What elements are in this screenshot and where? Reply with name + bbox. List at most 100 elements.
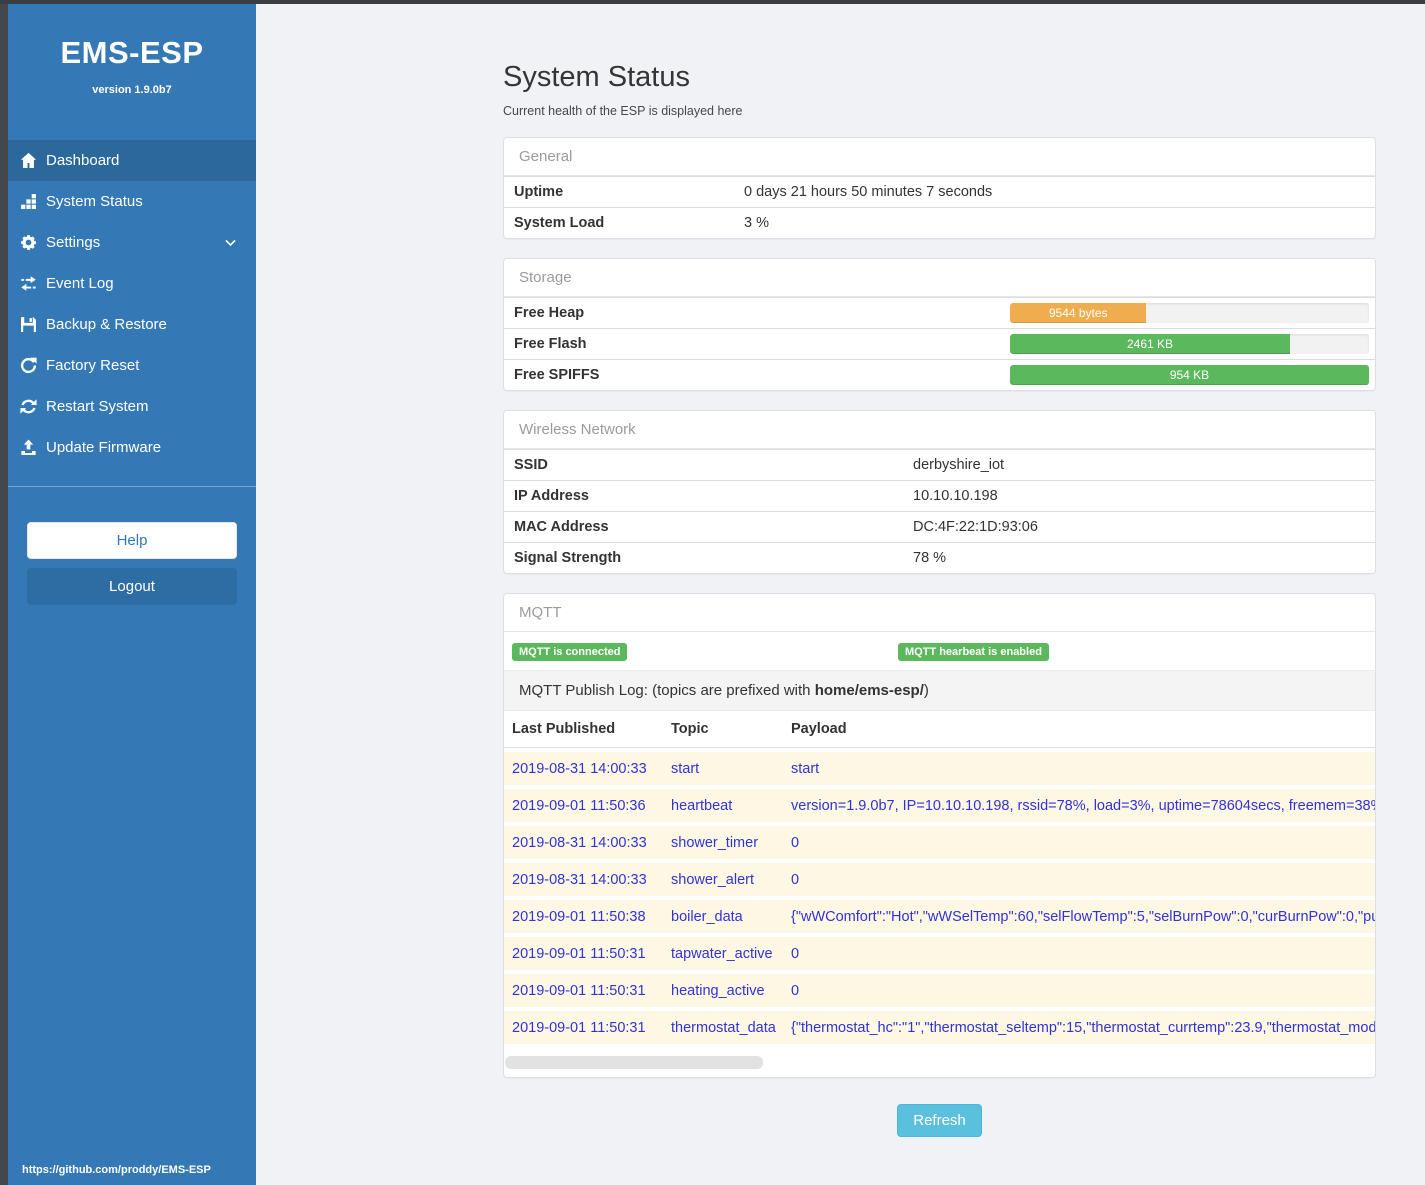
chevron-down-icon (225, 239, 236, 247)
log-date: 2019-08-31 14:00:33 (512, 834, 647, 851)
rotate-right-icon (18, 357, 38, 374)
log-date: 2019-09-01 11:50:38 (512, 908, 646, 925)
row-label: Uptime (514, 184, 564, 200)
sidebar-nav: Dashboard System Status Settings Event L… (8, 140, 256, 468)
row-label: Free SPIFFS (514, 367, 600, 383)
storage-row-free-spiffs: Free SPIFFS 954 KB (504, 359, 1375, 390)
app-title: EMS-ESP (60, 35, 204, 70)
log-table-header: Last Published Topic Payload (504, 711, 1375, 748)
sidebar-divider (8, 486, 256, 487)
general-row-system-load: System Load 3 % (504, 207, 1375, 238)
progressbar-fill: 9544 bytes (1010, 303, 1147, 323)
storage-panel: Storage Free Heap 9544 bytes Free Flash … (503, 258, 1376, 391)
save-icon (18, 316, 38, 333)
sync-icon (18, 398, 38, 415)
row-value: 10.10.10.198 (913, 488, 998, 504)
main-area: System Status Current health of the ESP … (256, 4, 1425, 1177)
row-label: IP Address (514, 488, 589, 504)
sidebar-item-label: System Status (46, 193, 143, 210)
row-label: Free Flash (514, 336, 587, 352)
page-title: System Status (503, 61, 690, 93)
sidebar-item-label: Dashboard (46, 152, 120, 169)
sidebar-item-event-log[interactable]: Event Log (8, 263, 256, 304)
wireless-row-mac-address: MAC Address DC:4F:22:1D:93:06 (504, 511, 1375, 542)
log-payload: version=1.9.0b7, IP=10.10.10.198, rssid=… (791, 797, 1375, 814)
log-row: 2019-08-31 14:00:33 shower_alert 0 (504, 863, 1375, 896)
sidebar-item-label: Settings (46, 234, 101, 251)
row-label: SSID (514, 457, 548, 473)
mqtt-connected-badge: MQTT is connected (512, 643, 628, 662)
log-payload: 0 (791, 834, 800, 851)
log-date: 2019-08-31 14:00:33 (512, 760, 647, 777)
home-icon (18, 152, 38, 169)
general-panel-heading: General (504, 138, 1375, 176)
window-left-edge (0, 0, 8, 1185)
log-payload: 0 (791, 982, 800, 999)
sidebar-item-settings[interactable]: Settings (8, 222, 256, 263)
sidebar: EMS-ESP version 1.9.0b7 Dashboard System… (8, 4, 256, 1185)
log-row: 2019-09-01 11:50:31 heating_active 0 (504, 974, 1375, 1007)
help-button[interactable]: Help (27, 522, 237, 559)
sidebar-item-label: Restart System (46, 398, 149, 415)
log-topic: thermostat_data (671, 1019, 776, 1036)
app-version: version 1.9.0b7 (92, 84, 172, 96)
sidebar-item-backup-restore[interactable]: Backup & Restore (8, 304, 256, 345)
gear-icon (18, 234, 38, 251)
progressbar-fill: 954 KB (1010, 365, 1369, 385)
log-topic: heartbeat (671, 797, 733, 814)
wireless-row-signal-strength: Signal Strength 78 % (504, 542, 1375, 573)
wireless-panel: Wireless Network SSID derbyshire_iot IP … (503, 410, 1376, 574)
log-row: 2019-09-01 11:50:38 boiler_data {"wWComf… (504, 900, 1375, 933)
log-payload: 0 (791, 871, 800, 888)
log-date: 2019-09-01 11:50:36 (512, 797, 646, 814)
log-row: 2019-09-01 11:50:31 tapwater_active 0 (504, 937, 1375, 970)
log-topic: start (671, 760, 700, 777)
log-date: 2019-09-01 11:50:31 (512, 982, 646, 999)
row-value: 0 days 21 hours 50 minutes 7 seconds (744, 184, 993, 200)
free-flash-progressbar: 2461 KB (1010, 334, 1369, 354)
sidebar-item-update-firmware[interactable]: Update Firmware (8, 427, 256, 468)
storage-row-free-heap: Free Heap 9544 bytes (504, 297, 1375, 328)
row-value: derbyshire_iot (913, 457, 1005, 473)
log-topic: heating_active (671, 982, 765, 999)
sidebar-item-factory-reset[interactable]: Factory Reset (8, 345, 256, 386)
general-row-uptime: Uptime 0 days 21 hours 50 minutes 7 seco… (504, 176, 1375, 207)
column-header-payload: Payload (791, 721, 847, 737)
general-panel: General Uptime 0 days 21 hours 50 minute… (503, 137, 1376, 239)
row-value: 78 % (913, 550, 947, 566)
row-label: MAC Address (514, 519, 609, 535)
caption-prefix: MQTT Publish Log: (topics are prefixed w… (519, 682, 815, 699)
sidebar-item-label: Factory Reset (46, 357, 140, 374)
logout-button[interactable]: Logout (27, 568, 237, 605)
log-payload: {"thermostat_hc":"1","thermostat_seltemp… (791, 1019, 1375, 1036)
log-date: 2019-08-31 14:00:33 (512, 871, 647, 888)
sidebar-item-label: Update Firmware (46, 439, 162, 456)
caption-suffix: ) (923, 682, 929, 699)
row-label: System Load (514, 215, 605, 231)
log-date: 2019-09-01 11:50:31 (512, 945, 646, 962)
exchange-icon (18, 275, 38, 292)
log-topic: shower_alert (671, 871, 755, 888)
log-row: 2019-09-01 11:50:31 thermostat_data {"th… (504, 1011, 1375, 1044)
storage-panel-heading: Storage (504, 259, 1375, 297)
free-heap-progressbar: 9544 bytes (1010, 303, 1369, 323)
sidebar-item-restart-system[interactable]: Restart System (8, 386, 256, 427)
row-value: 3 % (744, 215, 769, 231)
sidebar-item-dashboard[interactable]: Dashboard (8, 140, 256, 181)
sidebar-item-system-status[interactable]: System Status (8, 181, 256, 222)
log-row: 2019-08-31 14:00:33 shower_timer 0 (504, 826, 1375, 859)
log-row: 2019-08-31 14:00:33 start start (504, 752, 1375, 785)
refresh-button[interactable]: Refresh (897, 1104, 982, 1137)
github-link[interactable]: https://github.com/proddy/EMS-ESP (22, 1164, 211, 1176)
column-header-topic: Topic (671, 721, 709, 737)
log-topic: boiler_data (671, 908, 743, 925)
wireless-row-ssid: SSID derbyshire_iot (504, 449, 1375, 480)
page-subtitle: Current health of the ESP is displayed h… (503, 104, 743, 118)
log-date: 2019-09-01 11:50:31 (512, 1019, 646, 1036)
mqtt-status-row: MQTT is connected MQTT hearbeat is enabl… (504, 632, 1375, 670)
upload-icon (18, 439, 38, 456)
column-header-last-published: Last Published (512, 721, 616, 737)
mqtt-panel-heading: MQTT (504, 594, 1375, 632)
horizontal-scrollbar-thumb[interactable] (505, 1056, 763, 1069)
mqtt-publish-log-caption: MQTT Publish Log: (topics are prefixed w… (504, 670, 1375, 711)
